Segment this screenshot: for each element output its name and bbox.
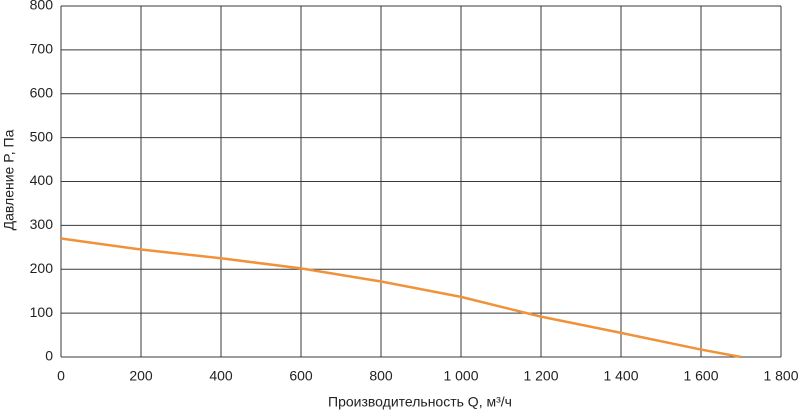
x-tick-label: 400 [209, 368, 233, 384]
y-tick-label: 800 [30, 0, 54, 13]
y-tick-label: 0 [45, 348, 53, 364]
series-line [60, 237, 742, 359]
x-tick-label: 1 800 [763, 368, 798, 384]
y-tick-label: 600 [30, 84, 54, 100]
x-tick-label: 1 200 [523, 368, 558, 384]
x-axis-label: Производительность Q, м³/ч [328, 394, 512, 410]
x-tick-label: 1 400 [603, 368, 638, 384]
y-tick-label: 500 [30, 128, 54, 144]
y-tick-label: 400 [30, 172, 54, 188]
x-tick-label: 600 [289, 368, 313, 384]
x-tick-label: 200 [129, 368, 153, 384]
y-tick-label: 100 [30, 304, 54, 320]
x-tick-label: 800 [369, 368, 393, 384]
y-axis-label: Давление P, Па [1, 129, 17, 230]
y-tick-label: 200 [30, 260, 54, 276]
y-tick-label: 700 [30, 41, 54, 57]
x-tick-label: 1 000 [443, 368, 478, 384]
x-tick-label: 0 [57, 368, 65, 384]
x-tick-label: 1 600 [683, 368, 718, 384]
y-tick-label: 300 [30, 216, 54, 232]
